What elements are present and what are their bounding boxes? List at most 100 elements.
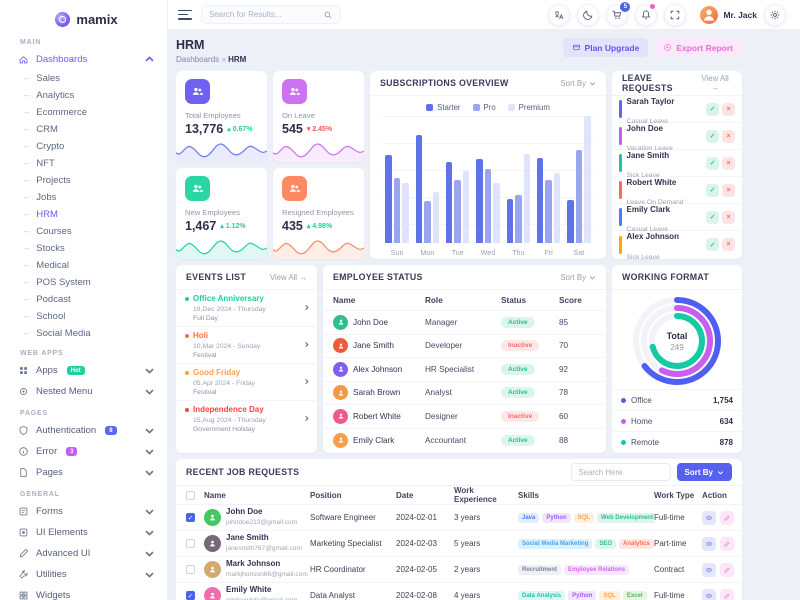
subscriptions-sort-dropdown[interactable]: Sort By — [560, 79, 596, 88]
chevron-down-icon — [144, 506, 155, 517]
bar-premium — [493, 183, 500, 243]
x-axis-label: Thu — [512, 248, 525, 257]
employee-score: 70 — [559, 341, 569, 351]
chevron-right-icon[interactable] — [303, 341, 310, 348]
menu-toggle-icon[interactable] — [178, 9, 192, 20]
search-icon[interactable] — [323, 10, 333, 20]
export-report-button[interactable]: Export Report — [654, 38, 742, 57]
sidebar-item-utilities[interactable]: Utilities — [18, 564, 155, 585]
sidebar-subitem-nft[interactable]: – NFT — [24, 158, 55, 169]
reject-button[interactable]: × — [722, 129, 735, 143]
person-icon — [337, 412, 345, 420]
chevron-right-icon[interactable] — [303, 415, 310, 422]
sidebar-subitem-hrm[interactable]: – HRM — [24, 209, 58, 220]
sidebar-subitem-projects[interactable]: – Projects — [24, 175, 71, 186]
sidebar-item-pages[interactable]: Pages — [18, 462, 155, 483]
leave-color-bar — [619, 127, 622, 145]
fullscreen-button[interactable] — [664, 3, 687, 26]
sidebar-subitem-stocks[interactable]: – Stocks — [24, 243, 65, 254]
jobs-search-input[interactable] — [578, 467, 663, 477]
employee-sort-dropdown[interactable]: Sort By — [560, 273, 596, 282]
sidebar-subitem-jobs[interactable]: – Jobs — [24, 192, 57, 203]
sidebar-subitem-sales[interactable]: – Sales — [24, 73, 61, 84]
reject-button[interactable]: × — [722, 238, 735, 251]
box-icon — [18, 527, 29, 538]
sidebar-subitem-ecommerce[interactable]: – Ecommerce — [24, 107, 87, 118]
bar-pro — [393, 178, 401, 243]
applicant-email: janesmith767@gmail.com — [226, 545, 302, 553]
approve-button[interactable]: ✓ — [706, 102, 719, 116]
sidebar-item-ui-elements[interactable]: UI Elements — [18, 522, 155, 543]
breadcrumb-parent[interactable]: Dashboards — [176, 55, 220, 64]
view-button[interactable] — [702, 510, 716, 525]
settings-button[interactable] — [764, 3, 786, 26]
card-icon — [572, 43, 581, 52]
sidebar-subitem-courses[interactable]: – Courses — [24, 226, 72, 237]
sidebar-subitem-crypto[interactable]: – Crypto — [24, 141, 65, 152]
view-button[interactable] — [702, 536, 716, 551]
approve-button[interactable]: ✓ — [706, 210, 719, 224]
plan-upgrade-button[interactable]: Plan Upgrade — [562, 38, 649, 57]
reject-button[interactable]: × — [722, 156, 735, 170]
sidebar-item-widgets[interactable]: Widgets — [18, 585, 155, 600]
row-checkbox[interactable] — [186, 539, 195, 548]
view-button[interactable] — [702, 588, 716, 600]
sidebar-subitem-medical[interactable]: – Medical — [24, 260, 70, 271]
avatar — [333, 432, 348, 448]
notifications-button[interactable] — [635, 3, 658, 26]
user-menu[interactable]: Mr. Jack — [700, 5, 757, 24]
sidebar-item-authentication[interactable]: Authentication 8 — [18, 420, 155, 441]
skill-badge: SQL — [599, 590, 620, 600]
edit-button[interactable] — [720, 510, 734, 525]
edit-button[interactable] — [720, 562, 734, 577]
jobs-sort-button[interactable]: Sort By — [676, 463, 732, 481]
person-icon — [337, 318, 345, 326]
leave-view-all-link[interactable]: View All → — [698, 74, 732, 92]
sidebar-item-forms[interactable]: Forms — [18, 501, 155, 522]
chevron-right-icon[interactable] — [303, 304, 310, 311]
app-logo[interactable]: mamix — [18, 7, 155, 31]
approve-button[interactable]: ✓ — [706, 156, 719, 170]
sidebar-subitem-school[interactable]: – School — [24, 311, 66, 322]
sidebar-subitem-social-media[interactable]: – Social Media — [24, 328, 91, 339]
events-view-all-link[interactable]: View All → — [269, 272, 307, 282]
sidebar-subitem-analytics[interactable]: – Analytics — [24, 90, 75, 101]
reject-button[interactable]: × — [722, 210, 735, 224]
edit-button[interactable] — [720, 536, 734, 551]
sidebar-subitem-crm[interactable]: – CRM — [24, 124, 58, 135]
row-checkbox[interactable]: ✓ — [186, 591, 195, 600]
sidebar-item-nested-menu[interactable]: Nested Menu — [18, 381, 155, 402]
working-format-legend: Office 1,754 Home 634 Remote 878 — [612, 389, 742, 452]
row-checkbox[interactable] — [186, 565, 195, 574]
sidebar-item-apps[interactable]: Apps Hot — [18, 360, 155, 381]
translate-button[interactable] — [548, 3, 571, 26]
approve-button[interactable]: ✓ — [706, 183, 719, 197]
sidebar-item-dashboards[interactable]: Dashboards — [18, 49, 155, 70]
reject-button[interactable]: × — [722, 183, 735, 197]
row-checkbox[interactable]: ✓ — [186, 513, 195, 522]
working-format-donut: Total 249 — [612, 290, 742, 389]
sidebar-item-advanced-ui[interactable]: Advanced UI — [18, 543, 155, 564]
dashboard-row-2: EVENTS LIST View All → Office Anniversar… — [176, 265, 742, 453]
bar-pro — [454, 179, 461, 243]
stat-value: 435 — [282, 219, 303, 233]
user-name: Mr. Jack — [723, 9, 757, 20]
sidebar-item-error[interactable]: Error 3 — [18, 441, 155, 462]
theme-button[interactable] — [577, 3, 600, 26]
approve-button[interactable]: ✓ — [706, 129, 719, 143]
view-button[interactable] — [702, 562, 716, 577]
sidebar-subitem-podcast[interactable]: – Podcast — [24, 294, 71, 305]
select-all-checkbox[interactable] — [186, 490, 195, 500]
sidebar-subitem-pos-system[interactable]: – POS System — [24, 277, 91, 288]
bar-premium — [402, 183, 409, 243]
chevron-right-icon[interactable] — [303, 378, 310, 385]
employee-name: Sarah Brown — [353, 388, 401, 398]
search-input[interactable] — [209, 10, 317, 19]
cart-button[interactable]: 5 — [606, 1, 631, 26]
job-position: Data Analyst — [310, 591, 355, 600]
edit-button[interactable] — [720, 588, 734, 600]
leave-name: Jane Smith — [626, 150, 670, 160]
pencil-icon — [723, 514, 731, 522]
approve-button[interactable]: ✓ — [706, 238, 719, 251]
reject-button[interactable]: × — [722, 102, 735, 116]
